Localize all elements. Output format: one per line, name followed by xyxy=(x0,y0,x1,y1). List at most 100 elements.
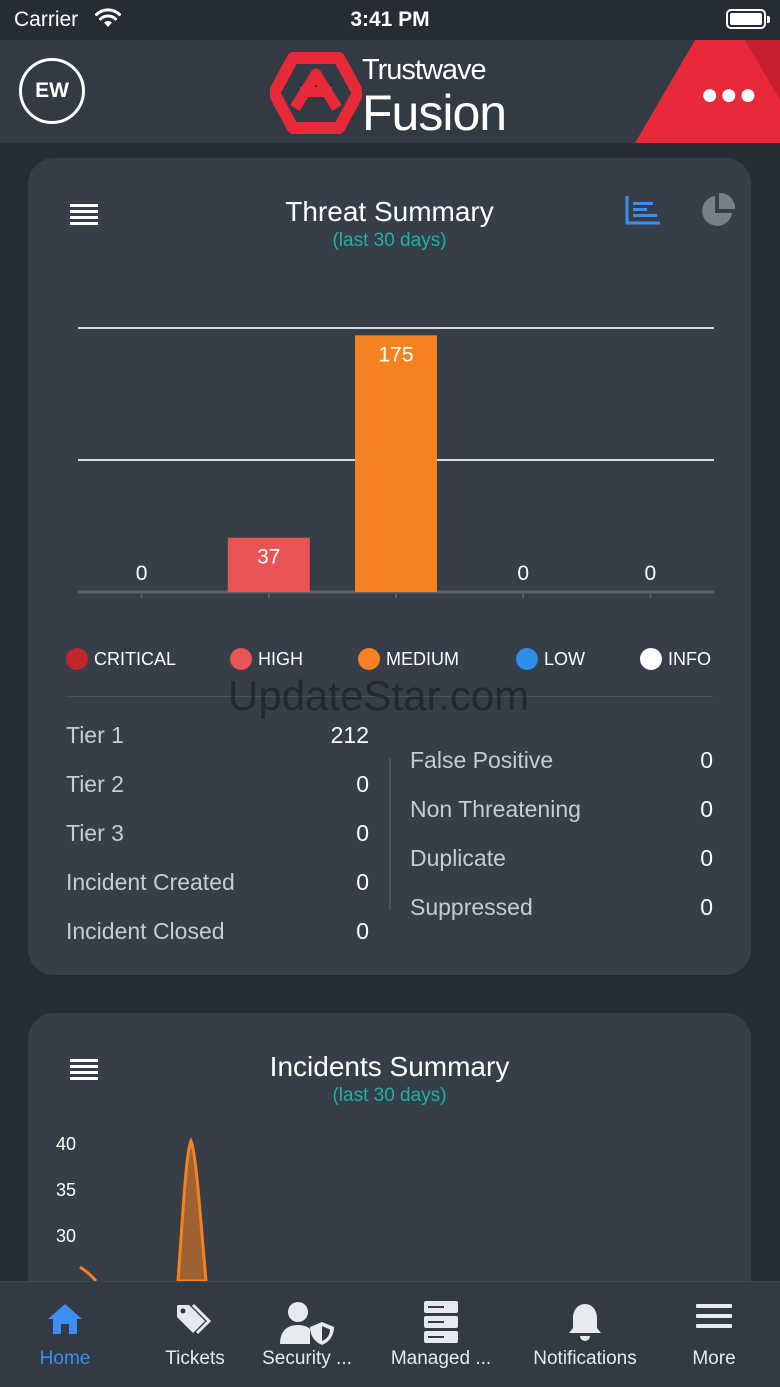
tier-stat-row[interactable]: Incident Closed 0 xyxy=(66,918,369,948)
disposition-stat-label: Non Threatening xyxy=(410,796,581,822)
bar-chart-icon[interactable] xyxy=(624,194,662,226)
tier-stat-row[interactable]: Tier 2 0 xyxy=(66,771,369,801)
bar-medium[interactable] xyxy=(355,335,437,592)
tier-stat-row[interactable]: Tier 3 0 xyxy=(66,820,369,850)
tab-label: Home xyxy=(39,1348,91,1369)
disposition-stat-row[interactable]: Non Threatening 0 xyxy=(410,796,713,826)
y-tick-label: 40 xyxy=(56,1134,76,1154)
clock: 3:41 PM xyxy=(350,8,430,31)
bar-label-low: 0 xyxy=(517,562,529,585)
corner-accent xyxy=(635,40,780,143)
incidents-summary-card: Incidents Summary (last 30 days) 40 35 30 xyxy=(28,1013,751,1313)
legend-label: HIGH xyxy=(258,648,303,669)
legend-item-low[interactable]: LOW xyxy=(516,648,585,670)
tab-label: Security ... xyxy=(262,1348,352,1369)
legend-dot xyxy=(230,648,252,670)
user-shield-icon xyxy=(278,1300,336,1351)
logo-mark-icon xyxy=(270,52,362,134)
tier-stat-row[interactable]: Incident Created 0 xyxy=(66,869,369,899)
legend-item-high[interactable]: HIGH xyxy=(230,648,303,670)
logo-text-trustwave: Trustwave xyxy=(362,54,487,86)
incident-area-peak xyxy=(176,1137,208,1283)
disposition-stat-label: Duplicate xyxy=(410,845,506,871)
incidents-summary-subtitle: (last 30 days) xyxy=(332,1085,447,1106)
disposition-stat-row[interactable]: Suppressed 0 xyxy=(410,894,713,924)
bar-label-medium: 175 xyxy=(378,343,413,366)
app-header: EW Trustwave Fusion ●●● xyxy=(0,40,780,143)
tier-stat-value: 212 xyxy=(330,722,369,748)
divider xyxy=(66,696,713,697)
threat-summary-title: Threat Summary xyxy=(285,196,494,227)
threat-menu-icon[interactable] xyxy=(70,204,98,225)
user-avatar[interactable]: EW xyxy=(19,58,85,124)
hamburger-menu-icon xyxy=(696,1302,732,1335)
tab-label: Notifications xyxy=(533,1348,637,1369)
y-tick-label: 35 xyxy=(56,1180,76,1200)
disposition-stat-row[interactable]: Duplicate 0 xyxy=(410,845,713,875)
legend-label: LOW xyxy=(544,648,586,669)
legend-label: MEDIUM xyxy=(386,648,459,669)
threat-bar-chart: 0 37 175 0 0 xyxy=(78,327,714,598)
threat-legend: CRITICAL HIGH MEDIUM LOW INFO xyxy=(28,648,751,678)
status-bar: Carrier 3:41 PM xyxy=(0,0,780,40)
legend-dot xyxy=(640,648,662,670)
tier-stat-value: 0 xyxy=(356,820,369,846)
tier-stat-value: 0 xyxy=(356,771,369,797)
incident-area-edge xyxy=(79,1265,98,1282)
legend-item-info[interactable]: INFO xyxy=(640,648,711,670)
tier-stat-label: Tier 2 xyxy=(66,771,124,797)
trustwave-fusion-logo: Trustwave Fusion xyxy=(270,48,520,141)
legend-label: INFO xyxy=(668,648,711,669)
tab-bar: Home Tickets Security ... Managed ... Notifi… xyxy=(0,1281,780,1387)
disposition-stat-row[interactable]: False Positive 0 xyxy=(410,747,713,777)
bar-label-high: 37 xyxy=(257,546,280,569)
tab-security[interactable]: Security ... xyxy=(247,1282,367,1387)
bell-icon xyxy=(567,1302,603,1347)
y-tick-label: 30 xyxy=(56,1226,76,1246)
tier-stat-label: Tier 3 xyxy=(66,820,124,846)
legend-item-critical[interactable]: CRITICAL xyxy=(66,648,176,670)
legend-dot xyxy=(516,648,538,670)
incidents-area-chart: 40 35 30 xyxy=(56,1134,208,1283)
disposition-stat-label: False Positive xyxy=(410,747,554,773)
server-icon xyxy=(423,1300,459,1349)
disposition-stat-value: 0 xyxy=(700,845,713,871)
threat-summary-card: Threat Summary (last 30 days) 0 37 175 0 0 C… xyxy=(28,158,751,975)
threat-summary-subtitle: (last 30 days) xyxy=(332,230,447,251)
disposition-stat-value: 0 xyxy=(700,747,713,773)
tab-label: More xyxy=(692,1348,736,1369)
home-icon xyxy=(46,1302,84,1341)
incidents-menu-icon[interactable] xyxy=(70,1059,98,1080)
bar-label-critical: 0 xyxy=(136,562,148,585)
disposition-stat-value: 0 xyxy=(700,894,713,920)
disposition-stat-value: 0 xyxy=(700,796,713,822)
carrier-label: Carrier xyxy=(14,8,79,31)
legend-label: CRITICAL xyxy=(94,648,177,669)
tab-more[interactable]: More xyxy=(664,1282,764,1387)
wifi-icon xyxy=(95,8,121,27)
disposition-stat-label: Suppressed xyxy=(410,894,533,920)
tab-label: Managed ... xyxy=(390,1348,492,1369)
tab-tickets[interactable]: Tickets xyxy=(140,1282,250,1387)
tier-stat-label: Incident Closed xyxy=(66,918,225,944)
tier-stat-value: 0 xyxy=(356,869,369,895)
tier-stat-label: Incident Created xyxy=(66,869,235,895)
bar-label-info: 0 xyxy=(645,562,657,585)
stats-vertical-divider xyxy=(389,758,391,910)
tab-notifications[interactable]: Notifications xyxy=(510,1282,660,1387)
incidents-summary-title: Incidents Summary xyxy=(269,1051,510,1082)
tier-stat-value: 0 xyxy=(356,918,369,944)
more-menu-button[interactable]: ●●● xyxy=(635,40,780,143)
logo-text-fusion: Fusion xyxy=(362,85,507,141)
tab-managed[interactable]: Managed ... xyxy=(376,1282,506,1387)
battery-icon xyxy=(726,9,770,29)
more-dots-icon: ●●● xyxy=(700,78,758,111)
legend-item-medium[interactable]: MEDIUM xyxy=(358,648,459,670)
tier-stat-row[interactable]: Tier 1 212 xyxy=(66,722,369,752)
legend-dot xyxy=(66,648,88,670)
watermark: UpdateStar.com xyxy=(228,672,530,719)
pie-chart-icon[interactable] xyxy=(698,192,736,230)
bar-high[interactable] xyxy=(227,537,310,592)
legend-dot xyxy=(358,648,380,670)
tab-home[interactable]: Home xyxy=(10,1282,120,1387)
